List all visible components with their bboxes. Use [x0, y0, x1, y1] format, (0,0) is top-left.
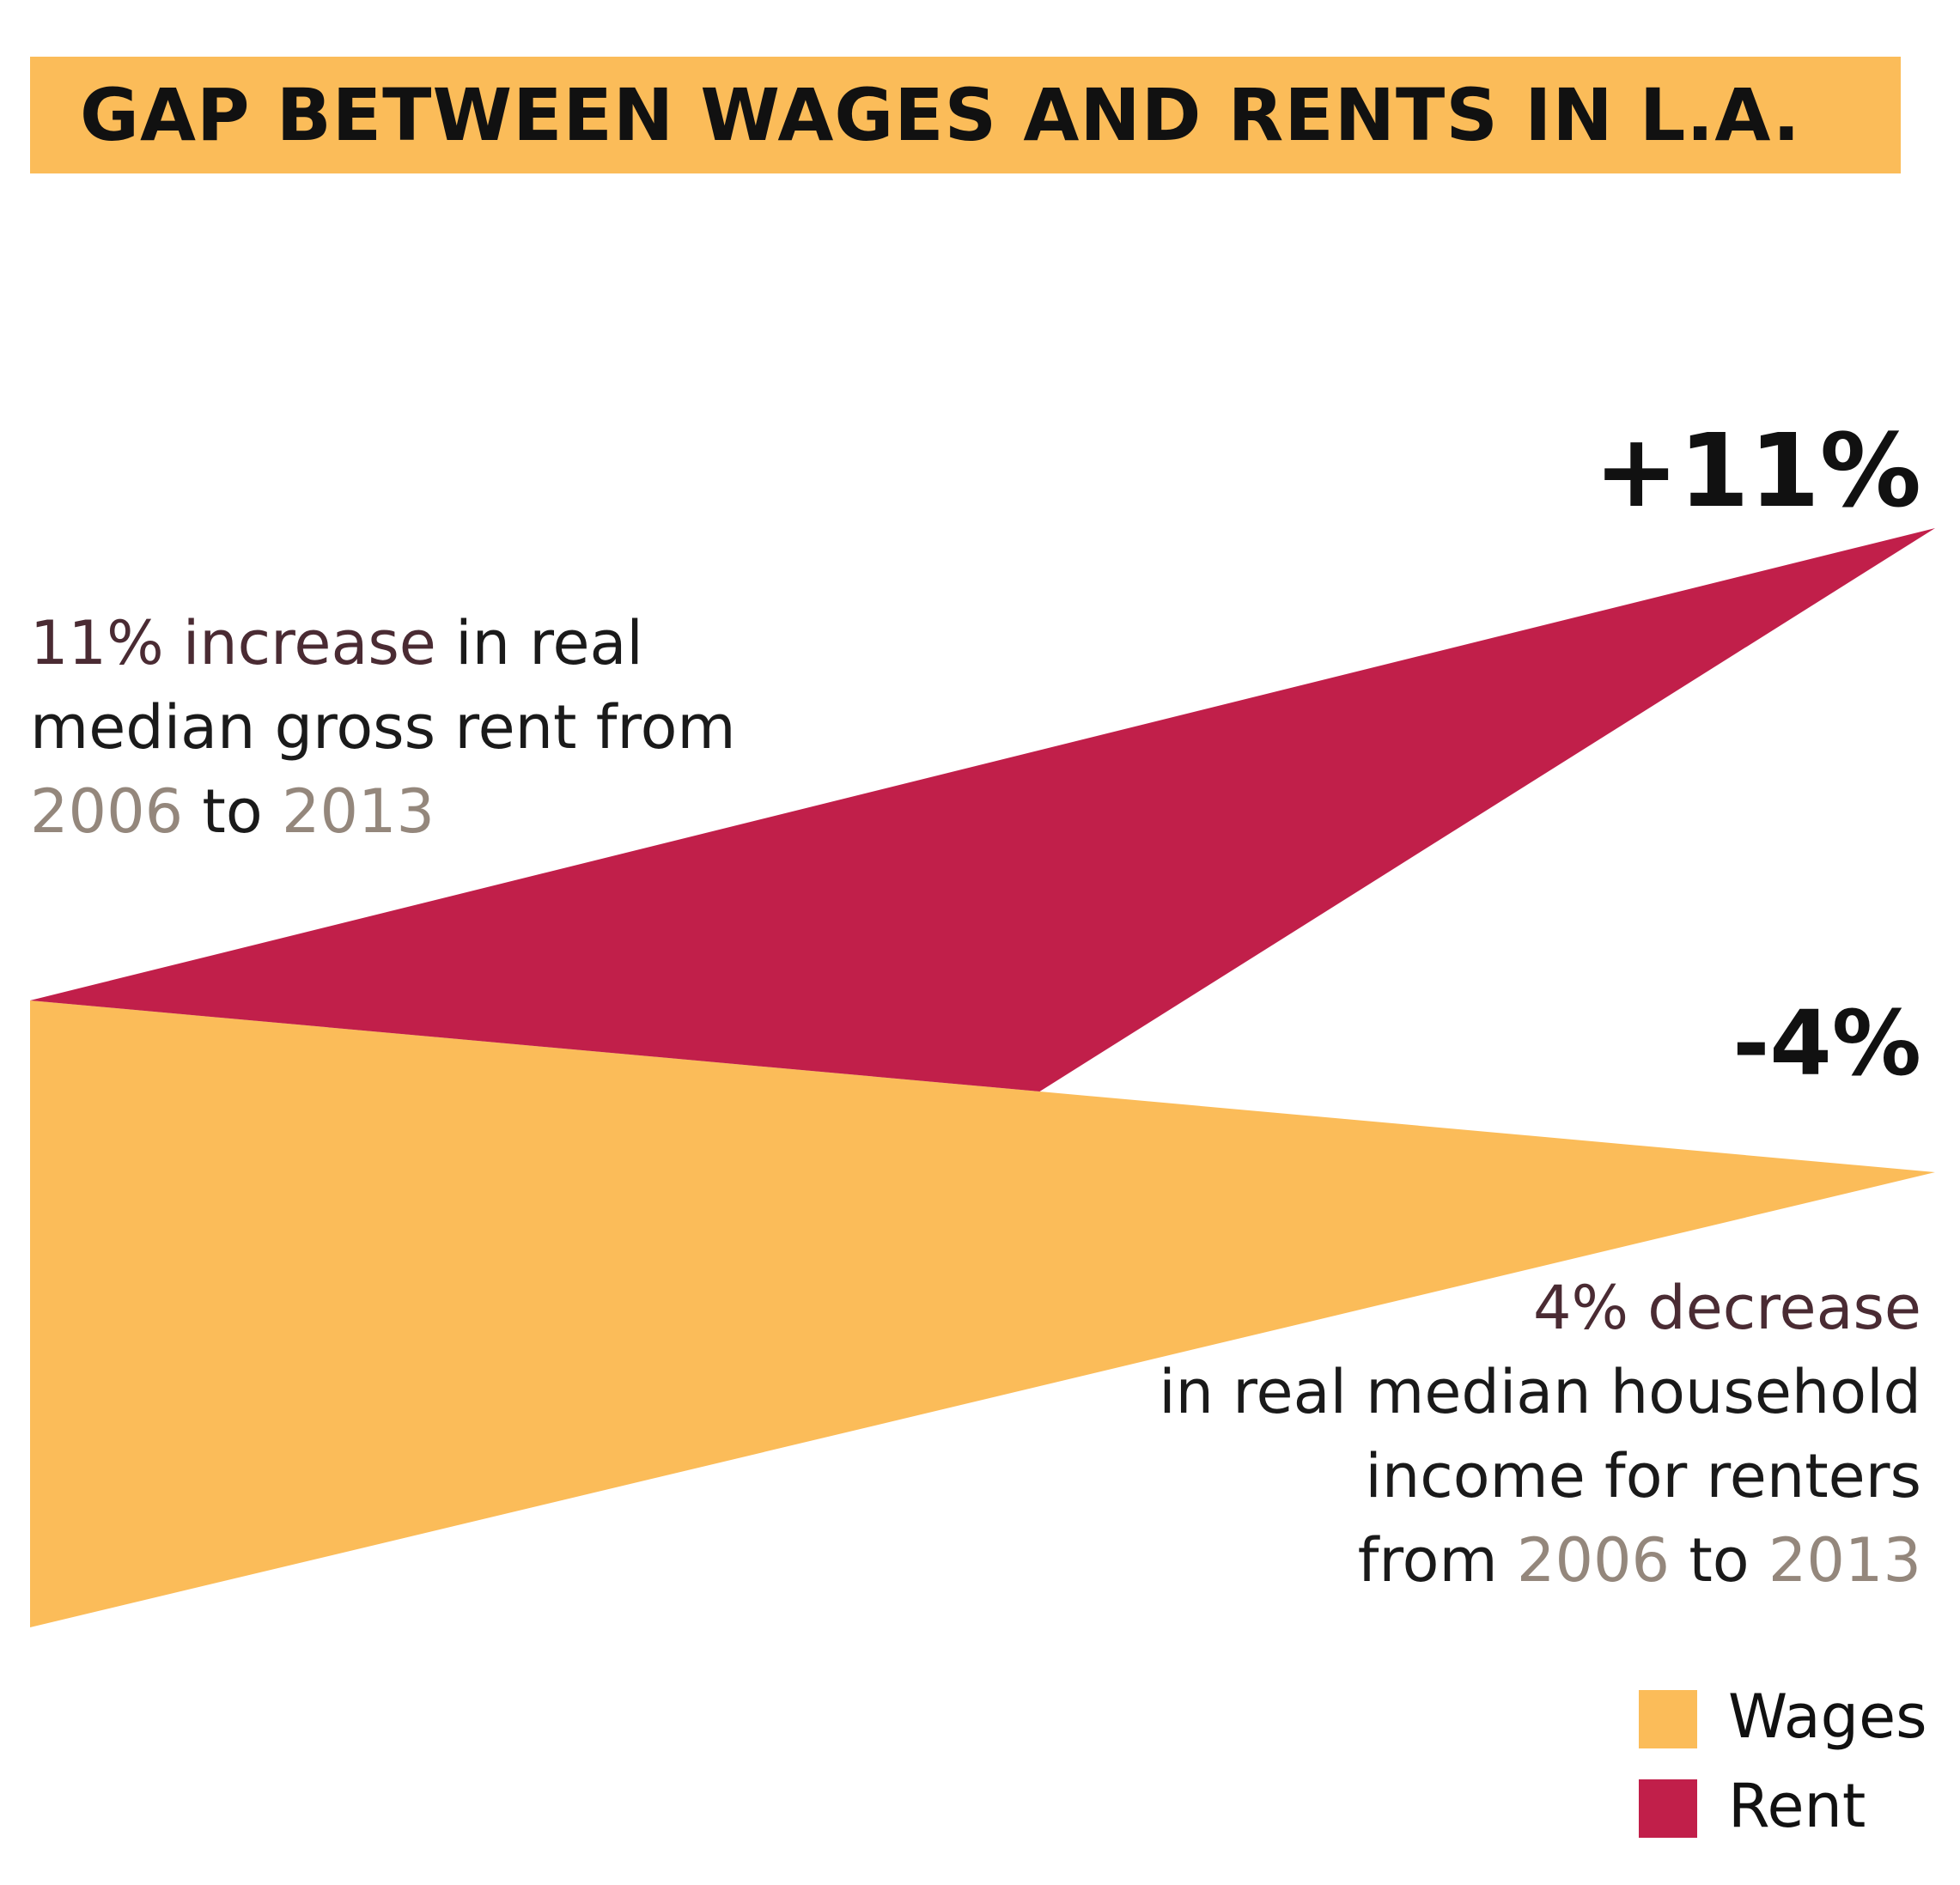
- legend-swatch-rent: [1639, 1779, 1697, 1838]
- wages-to-text: to: [1670, 1525, 1768, 1596]
- legend-label-wages: Wages: [1728, 1681, 1927, 1752]
- rent-end-year: 2013: [281, 776, 435, 847]
- wages-end-year: 2013: [1768, 1525, 1921, 1596]
- wages-annotation-line-4: from 2006 to 2013: [1159, 1518, 1921, 1602]
- rent-increase-highlight: 11% increase: [30, 608, 436, 678]
- rent-to-text: to: [183, 776, 282, 847]
- wages-decrease-highlight: 4% decrease: [1532, 1273, 1921, 1343]
- legend-swatch-wages: [1639, 1690, 1697, 1748]
- rent-annotation-line-2: median gross rent from: [30, 692, 736, 763]
- title-bar: GAP BETWEEN WAGES AND RENTS IN L.A.: [30, 57, 1901, 173]
- wages-start-year: 2006: [1516, 1525, 1671, 1596]
- rent-area: [30, 528, 1935, 1091]
- wages-from-text: from: [1357, 1525, 1517, 1596]
- chart-title: GAP BETWEEN WAGES AND RENTS IN L.A.: [80, 73, 1801, 157]
- rent-start-year: 2006: [30, 776, 184, 847]
- rent-annotation-line-3: 2006 to 2013: [30, 769, 736, 854]
- wages-annotation-line-3: income for renters: [1365, 1441, 1921, 1511]
- rent-end-label: +11%: [1593, 411, 1921, 530]
- wages-end-label: -4%: [1732, 991, 1921, 1096]
- wages-annotation: 4% decrease in real median household inc…: [1159, 1266, 1921, 1602]
- wages-annotation-line-2: in real median household: [1159, 1357, 1921, 1427]
- wages-area: [30, 1000, 1935, 1627]
- rent-annotation-text: in real: [435, 608, 643, 678]
- legend-label-rent: Rent: [1728, 1771, 1866, 1841]
- rent-annotation: 11% increase in real median gross rent f…: [30, 601, 736, 854]
- rent-annotation-line-1: 11% increase in real: [30, 601, 736, 685]
